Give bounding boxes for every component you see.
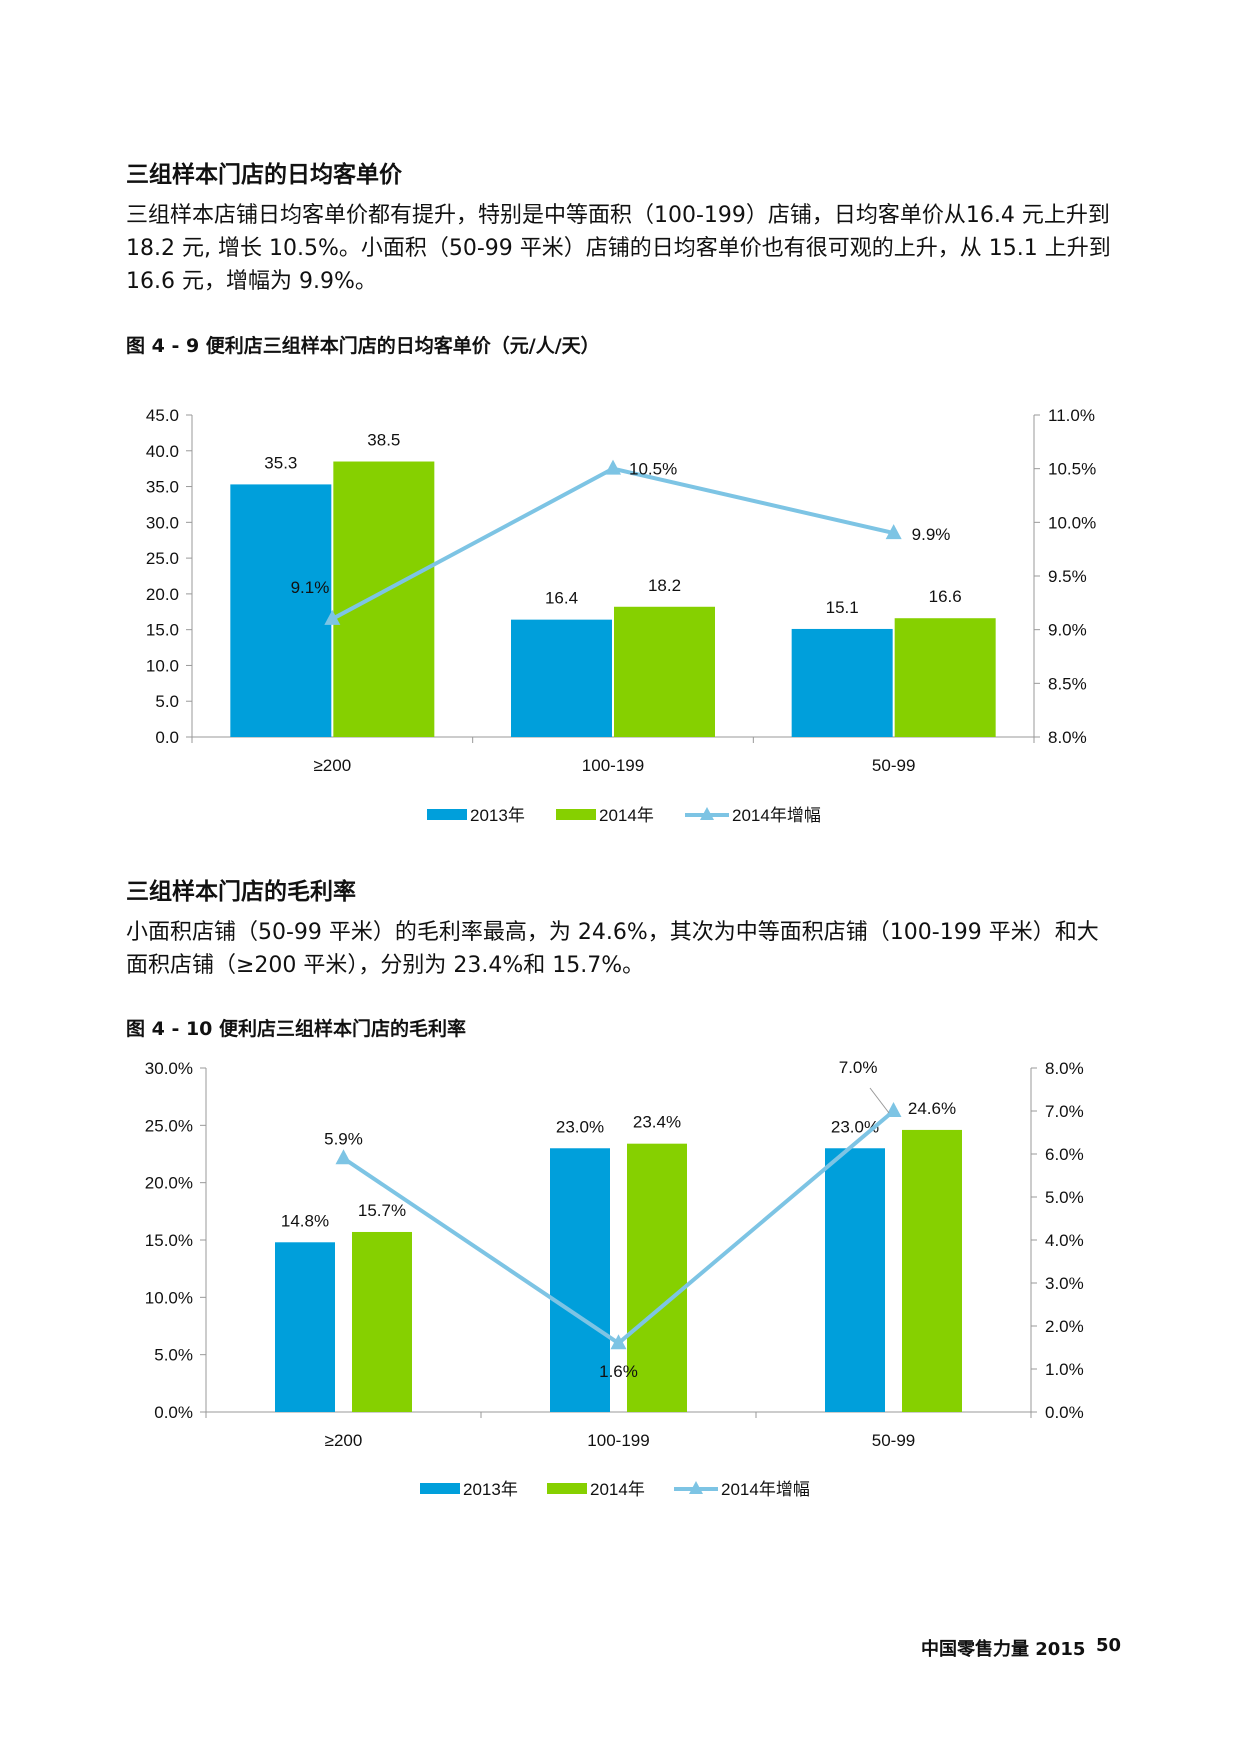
chart1-growth-marker bbox=[605, 459, 621, 475]
figure-4-10-chart: 0.0% 5.0% 10.0% 15.0% 20.0% 25.0% 30.0% 0.0% 1.0… bbox=[145, 1060, 1084, 1499]
chart2-left-tick-label: 20.0% bbox=[145, 1174, 193, 1193]
chart1-bar-label: 15.1 bbox=[826, 598, 859, 617]
chart2-bar-label: 24.6% bbox=[908, 1099, 956, 1118]
chart1-category-label: ≥200 bbox=[313, 756, 351, 775]
chart2-right-tick-label: 7.0% bbox=[1045, 1102, 1084, 1121]
chart2-legend-marker bbox=[689, 1481, 703, 1494]
chart2-left-tick-label: 25.0% bbox=[145, 1116, 193, 1135]
chart2-right-tick-label: 8.0% bbox=[1045, 1060, 1084, 1078]
chart1-legend-swatch bbox=[556, 809, 596, 820]
chart1-category-label: 100-199 bbox=[582, 756, 644, 775]
chart2-left-tick-label: 15.0% bbox=[145, 1231, 193, 1250]
chart2-legend-label: 2014年 bbox=[590, 1480, 645, 1499]
chart2-right-tick-label: 0.0% bbox=[1045, 1403, 1084, 1422]
chart2-bar-label: 15.7% bbox=[358, 1201, 406, 1220]
chart2-right-tick-label: 4.0% bbox=[1045, 1231, 1084, 1250]
chart1-right-tick-label: 9.5% bbox=[1048, 567, 1087, 586]
chart1-left-tick-label: 0.0 bbox=[155, 728, 179, 747]
chart2-bar-label: 23.0% bbox=[556, 1117, 604, 1136]
chart1-legend-label: 2014年增幅 bbox=[732, 806, 821, 825]
footer-publication: 中国零售力量 2015 bbox=[921, 1639, 1086, 1660]
chart2-bar-label: 23.4% bbox=[633, 1113, 681, 1132]
chart2-right-tick-label: 2.0% bbox=[1045, 1317, 1084, 1336]
chart1-legend-label: 2013年 bbox=[470, 806, 525, 825]
section2-paragraph: 小面积店铺（50-99 平米）的毛利率最高，为 24.6%，其次为中等面积店铺（… bbox=[126, 920, 1099, 978]
chart2-bar-2013 bbox=[275, 1242, 335, 1412]
chart2-growth-label: 7.0% bbox=[839, 1060, 878, 1077]
chart1-legend-label: 2014年 bbox=[599, 806, 654, 825]
chart1-bar-label: 16.6 bbox=[929, 587, 962, 606]
chart1-legend-swatch bbox=[427, 809, 467, 820]
chart1-left-tick-label: 45.0 bbox=[146, 406, 179, 425]
chart1-growth-label: 9.1% bbox=[291, 578, 330, 597]
chart1-legend-marker bbox=[700, 807, 714, 820]
chart1-growth-label: 9.9% bbox=[912, 525, 951, 544]
chart2-category-label: 50-99 bbox=[872, 1431, 915, 1450]
chart2-left-tick-label: 5.0% bbox=[154, 1346, 193, 1365]
chart1-left-tick-label: 35.0 bbox=[146, 478, 179, 497]
chart1-left-tick-label: 25.0 bbox=[146, 549, 179, 568]
figure-4-10-title: 图 4 - 10 便利店三组样本门店的毛利率 bbox=[126, 1018, 467, 1040]
chart2-right-tick-label: 3.0% bbox=[1045, 1274, 1084, 1293]
chart2-growth-marker bbox=[335, 1149, 352, 1165]
chart2-right-tick-label: 5.0% bbox=[1045, 1188, 1084, 1207]
chart1-growth-marker bbox=[885, 524, 902, 540]
chart2-left-tick-label: 10.0% bbox=[145, 1288, 193, 1307]
chart1-bar-2013 bbox=[791, 628, 893, 737]
chart1-left-tick-label: 10.0 bbox=[146, 656, 179, 675]
chart2-category-label: ≥200 bbox=[325, 1431, 363, 1450]
chart2-growth-label: 1.6% bbox=[599, 1362, 638, 1381]
chart2-bar-2014 bbox=[352, 1231, 412, 1412]
chart2-bar-2013 bbox=[825, 1148, 885, 1412]
chart1-right-tick-label: 11.0% bbox=[1048, 406, 1095, 425]
chart2-category-label: 100-199 bbox=[587, 1431, 649, 1450]
chart1-growth-marker bbox=[324, 609, 341, 625]
chart1-growth-label: 10.5% bbox=[629, 460, 677, 479]
section1-paragraph: 三组样本店铺日均客单价都有提升，特别是中等面积（100-199）店铺，日均客单价… bbox=[126, 203, 1111, 294]
figure-4-9-chart: 0.0 5.0 10.0 15.0 20.0 25.0 30.0 35.0 40.0 45.0 8.… bbox=[146, 406, 1096, 825]
chart1-bar-2014 bbox=[614, 606, 715, 737]
chart1-bar-label: 38.5 bbox=[367, 431, 400, 450]
chart2-growth-marker bbox=[610, 1334, 627, 1350]
chart1-category-label: 50-99 bbox=[872, 756, 915, 775]
chart1-right-tick-label: 8.5% bbox=[1048, 674, 1087, 693]
chart2-left-tick-label: 30.0% bbox=[145, 1060, 193, 1078]
chart2-legend-label: 2014年增幅 bbox=[721, 1480, 810, 1499]
chart1-right-tick-label: 10.0% bbox=[1048, 513, 1096, 532]
chart2-growth-line bbox=[342, 1109, 895, 1346]
chart1-right-tick-label: 8.0% bbox=[1048, 728, 1087, 747]
chart2-right-tick-label: 1.0% bbox=[1045, 1360, 1084, 1379]
figure-4-9-title: 图 4 - 9 便利店三组样本门店的日均客单价（元/人/天） bbox=[126, 335, 600, 357]
chart2-bar-2014 bbox=[627, 1143, 687, 1412]
chart2-left-tick-label: 0.0% bbox=[154, 1403, 193, 1422]
chart1-left-tick-label: 30.0 bbox=[146, 513, 179, 532]
section1-heading: 三组样本门店的日均客单价 bbox=[126, 162, 402, 188]
chart1-left-tick-label: 15.0 bbox=[146, 621, 179, 640]
section2-heading: 三组样本门店的毛利率 bbox=[126, 879, 356, 905]
chart2-bar-2013 bbox=[550, 1148, 610, 1412]
chart2-legend-swatch bbox=[547, 1483, 587, 1494]
chart1-left-tick-label: 40.0 bbox=[146, 442, 179, 461]
chart1-bar-2014 bbox=[333, 461, 435, 737]
chart1-right-tick-label: 9.0% bbox=[1048, 621, 1087, 640]
chart2-right-tick-label: 6.0% bbox=[1045, 1145, 1084, 1164]
chart1-bar-2014 bbox=[894, 618, 996, 737]
chart1-bar-2013 bbox=[230, 484, 332, 737]
chart2-bar-2014 bbox=[902, 1129, 962, 1412]
chart2-legend-label: 2013年 bbox=[463, 1480, 518, 1499]
chart2-legend-swatch bbox=[420, 1483, 460, 1494]
chart1-bar-label: 35.3 bbox=[264, 453, 297, 472]
chart2-growth-marker bbox=[885, 1102, 902, 1117]
footer-page-number: 50 bbox=[1096, 1635, 1122, 1656]
chart1-left-tick-label: 20.0 bbox=[146, 585, 179, 604]
chart2-label-leader bbox=[869, 1087, 890, 1114]
chart2-bar-label: 14.8% bbox=[281, 1211, 329, 1230]
chart2-growth-label: 5.9% bbox=[324, 1129, 363, 1148]
chart1-left-tick-label: 5.0 bbox=[155, 692, 179, 711]
chart1-bar-label: 18.2 bbox=[648, 576, 681, 595]
chart1-bar-2013 bbox=[511, 619, 612, 737]
chart1-bar-label: 16.4 bbox=[545, 589, 578, 608]
chart1-right-tick-label: 10.5% bbox=[1048, 460, 1096, 479]
